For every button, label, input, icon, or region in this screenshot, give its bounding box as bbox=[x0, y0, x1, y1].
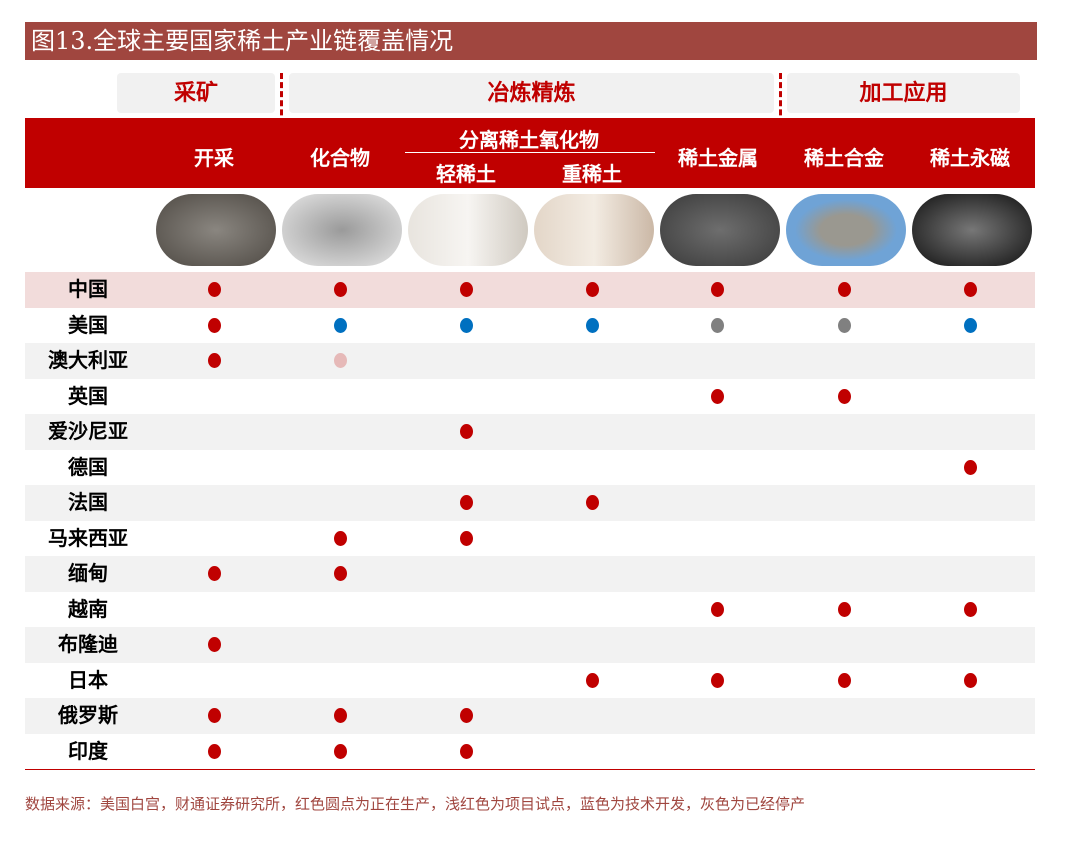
status-dot bbox=[585, 317, 599, 333]
source-note: 数据来源：美国白宫，财通证券研究所，红色圆点为正在生产，浅红色为项目试点，蓝色为… bbox=[25, 795, 806, 813]
status-dot bbox=[207, 743, 221, 759]
status-dot bbox=[333, 353, 347, 368]
country-label: 英国 bbox=[68, 383, 108, 408]
light-rare-earth-image bbox=[408, 194, 528, 266]
status-dot bbox=[837, 672, 851, 688]
status-dot bbox=[459, 708, 473, 723]
country-label: 日本 bbox=[68, 667, 108, 692]
mining-image bbox=[156, 194, 276, 266]
header-compound: 化合物 bbox=[310, 146, 370, 170]
country-label: 法国 bbox=[68, 490, 108, 514]
status-dot bbox=[837, 317, 851, 333]
status-dot bbox=[837, 601, 851, 617]
status-dot bbox=[710, 317, 724, 333]
country-label: 德国 bbox=[68, 454, 108, 479]
alloy-image bbox=[786, 194, 906, 266]
stage-smelting: 冶炼精炼 bbox=[289, 73, 774, 113]
table-row bbox=[25, 733, 1035, 769]
status-dot bbox=[207, 566, 221, 581]
status-dot bbox=[207, 317, 221, 333]
header-magnet: 稀土永磁 bbox=[930, 146, 1010, 170]
status-dot bbox=[837, 388, 851, 404]
country-label: 布隆迪 bbox=[58, 632, 118, 656]
column-header-bar bbox=[25, 118, 1035, 188]
status-dot bbox=[459, 424, 473, 439]
status-dot bbox=[963, 459, 977, 475]
status-dot bbox=[710, 672, 724, 688]
metal-image bbox=[660, 194, 780, 266]
table-row bbox=[25, 698, 1035, 734]
country-label: 马来西亚 bbox=[48, 525, 128, 550]
status-dot bbox=[459, 743, 473, 759]
status-dot bbox=[333, 566, 347, 581]
divider bbox=[779, 73, 782, 188]
header-mining: 开采 bbox=[194, 146, 234, 170]
status-dot bbox=[207, 353, 221, 368]
header-alloy: 稀土合金 bbox=[804, 146, 884, 170]
status-dot bbox=[459, 317, 473, 333]
country-label: 中国 bbox=[68, 277, 108, 301]
table-row bbox=[25, 414, 1035, 450]
status-dot bbox=[963, 672, 977, 688]
status-dot bbox=[837, 282, 851, 297]
country-label: 俄罗斯 bbox=[58, 703, 118, 727]
country-label: 印度 bbox=[68, 738, 108, 763]
status-dot bbox=[207, 637, 221, 652]
status-dot bbox=[459, 530, 473, 546]
status-dot bbox=[459, 495, 473, 510]
status-dot bbox=[585, 672, 599, 688]
table-row bbox=[25, 272, 1035, 308]
status-dot bbox=[963, 601, 977, 617]
status-dot bbox=[333, 743, 347, 759]
divider bbox=[405, 152, 655, 153]
table-row bbox=[25, 378, 1035, 414]
status-dot bbox=[963, 317, 977, 333]
table-row bbox=[25, 520, 1035, 556]
status-dot bbox=[963, 282, 977, 297]
country-label: 美国 bbox=[68, 312, 108, 337]
status-dot bbox=[333, 317, 347, 333]
bottom-rule bbox=[25, 769, 1035, 770]
figure-title: 图13.全球主要国家稀土产业链覆盖情况 bbox=[25, 22, 1037, 60]
magnet-image bbox=[912, 194, 1032, 266]
status-dot bbox=[333, 530, 347, 546]
status-dot bbox=[207, 708, 221, 723]
table-row bbox=[25, 591, 1035, 627]
country-label: 越南 bbox=[68, 596, 108, 621]
status-dot bbox=[585, 495, 599, 510]
compound-image bbox=[282, 194, 402, 266]
country-label: 缅甸 bbox=[68, 561, 108, 585]
status-dot bbox=[333, 708, 347, 723]
status-dot bbox=[585, 282, 599, 297]
header-separation: 分离稀土氧化物 bbox=[459, 128, 599, 152]
header-light: 轻稀土 bbox=[436, 162, 496, 186]
table-row bbox=[25, 662, 1035, 698]
stage-processing: 加工应用 bbox=[787, 73, 1020, 113]
country-label: 爱沙尼亚 bbox=[48, 419, 128, 443]
table-row bbox=[25, 307, 1035, 343]
status-dot bbox=[333, 282, 347, 297]
status-dot bbox=[710, 601, 724, 617]
table-row bbox=[25, 556, 1035, 592]
header-heavy: 重稀土 bbox=[562, 162, 622, 186]
table-row bbox=[25, 485, 1035, 521]
table-row bbox=[25, 449, 1035, 485]
heavy-rare-earth-image bbox=[534, 194, 654, 266]
country-label: 澳大利亚 bbox=[48, 348, 128, 372]
table-row bbox=[25, 343, 1035, 379]
divider bbox=[280, 73, 283, 188]
status-dot bbox=[710, 388, 724, 404]
status-dot bbox=[710, 282, 724, 297]
header-metal: 稀土金属 bbox=[678, 146, 758, 170]
stage-mining: 采矿 bbox=[117, 73, 275, 113]
status-dot bbox=[207, 282, 221, 297]
status-dot bbox=[459, 282, 473, 297]
table-row bbox=[25, 627, 1035, 663]
